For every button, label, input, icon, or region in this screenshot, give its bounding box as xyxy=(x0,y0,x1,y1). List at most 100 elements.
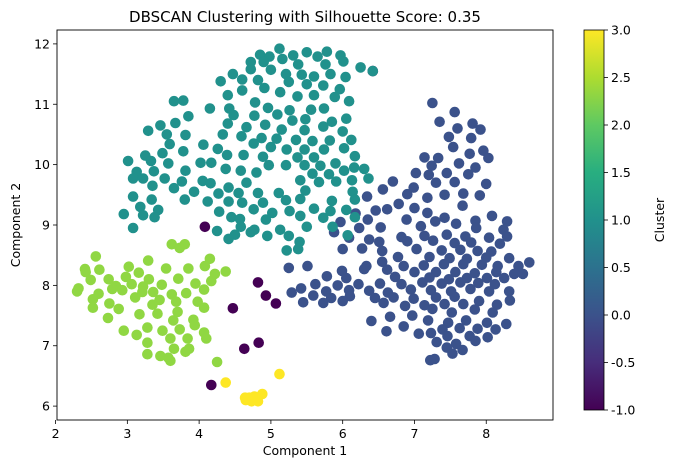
data-point xyxy=(245,226,257,238)
data-point xyxy=(217,129,229,140)
data-point xyxy=(318,144,330,155)
data-point xyxy=(369,292,381,304)
data-point xyxy=(503,252,515,264)
data-point xyxy=(201,333,212,344)
data-point xyxy=(308,89,320,101)
data-point xyxy=(402,236,413,247)
data-point xyxy=(198,139,209,150)
data-point xyxy=(253,337,264,349)
x-tick-label: 4 xyxy=(195,426,203,441)
colorbar-label: Cluster xyxy=(652,197,667,242)
data-point xyxy=(236,197,248,208)
data-point xyxy=(283,230,295,242)
data-point xyxy=(473,277,484,289)
data-point xyxy=(165,333,176,344)
data-point xyxy=(142,322,153,333)
data-point xyxy=(411,243,422,255)
data-point xyxy=(381,326,392,337)
data-point xyxy=(137,286,148,298)
scatter-points xyxy=(71,43,535,407)
data-point xyxy=(446,307,458,318)
data-point xyxy=(249,97,261,108)
data-point xyxy=(402,188,413,200)
data-point xyxy=(284,105,295,116)
y-tick-label: 8 xyxy=(42,278,50,293)
data-point xyxy=(168,315,179,326)
data-point xyxy=(338,56,349,67)
data-point xyxy=(312,51,323,62)
data-point xyxy=(494,238,506,249)
data-point xyxy=(427,303,438,315)
data-point xyxy=(330,158,341,169)
data-point xyxy=(341,204,352,216)
data-point xyxy=(335,216,346,228)
data-point xyxy=(308,71,320,82)
data-point xyxy=(387,176,399,187)
data-point xyxy=(300,185,311,196)
data-point xyxy=(426,160,438,172)
data-point xyxy=(265,141,277,153)
data-point xyxy=(324,135,336,146)
data-point xyxy=(486,210,498,222)
data-point xyxy=(443,131,455,143)
data-point xyxy=(206,275,217,287)
data-point xyxy=(296,69,308,80)
data-point xyxy=(337,295,349,307)
data-point xyxy=(173,273,184,285)
data-point xyxy=(423,169,435,181)
x-axis: 2 3 4 5 6 7 8 xyxy=(52,420,490,441)
data-point xyxy=(346,134,357,146)
data-point xyxy=(422,192,433,204)
x-tick-label: 3 xyxy=(123,426,131,441)
data-point xyxy=(222,89,234,101)
data-point xyxy=(419,300,430,311)
data-point xyxy=(226,211,237,223)
y-tick-label: 12 xyxy=(34,36,50,51)
data-point xyxy=(156,279,168,291)
data-point xyxy=(410,167,422,179)
data-point xyxy=(358,163,370,175)
data-point xyxy=(276,124,288,135)
data-point xyxy=(256,132,267,144)
data-point xyxy=(453,158,465,169)
data-point xyxy=(441,167,453,179)
data-point xyxy=(161,129,173,140)
data-point xyxy=(252,74,264,86)
data-point xyxy=(241,121,252,133)
data-point xyxy=(166,239,178,250)
data-point xyxy=(472,323,483,335)
data-point xyxy=(449,291,461,303)
data-point xyxy=(90,251,102,262)
data-point xyxy=(338,143,350,154)
data-point xyxy=(228,109,239,121)
data-point xyxy=(398,260,410,272)
data-point xyxy=(195,157,206,169)
data-point xyxy=(480,178,492,190)
data-point xyxy=(259,119,271,131)
data-point xyxy=(349,150,361,162)
data-point xyxy=(503,286,515,297)
data-point xyxy=(286,287,298,298)
data-point xyxy=(323,169,335,180)
data-point xyxy=(338,165,350,176)
data-point xyxy=(392,251,404,263)
x-tick-label: 6 xyxy=(339,426,347,441)
data-point xyxy=(252,277,264,288)
data-point xyxy=(318,212,329,224)
data-point xyxy=(454,322,466,334)
data-point xyxy=(257,197,269,208)
data-point xyxy=(274,224,286,236)
data-point xyxy=(80,266,91,278)
data-point xyxy=(439,212,450,224)
data-point xyxy=(469,268,481,279)
data-point xyxy=(233,187,244,199)
data-point xyxy=(263,159,275,171)
data-point xyxy=(271,133,282,144)
data-point xyxy=(292,91,303,102)
data-point xyxy=(190,278,201,289)
data-point xyxy=(450,218,462,230)
data-point xyxy=(94,264,105,276)
data-point xyxy=(267,207,278,219)
data-point xyxy=(436,245,448,256)
data-point xyxy=(213,188,224,199)
